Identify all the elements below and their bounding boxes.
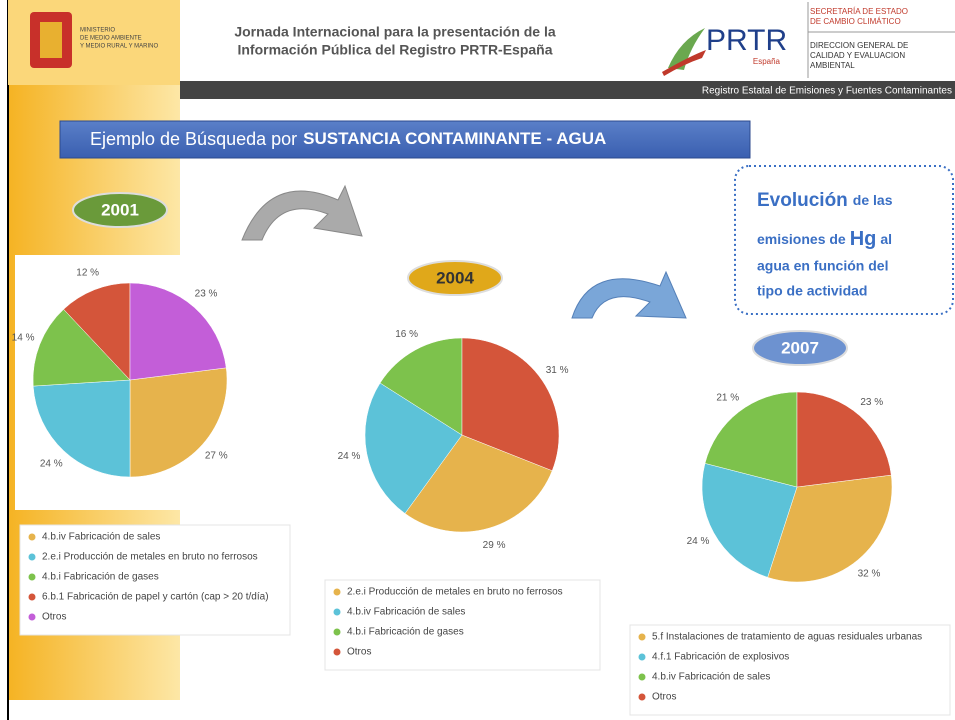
pie-slice — [32, 379, 131, 478]
legend-swatch — [638, 693, 646, 701]
slide-title-prefix: Ejemplo de Búsqueda por — [90, 129, 297, 149]
legend-label: Otros — [347, 647, 371, 658]
ministry-line: Y MEDIO RURAL Y MARINO — [80, 44, 158, 50]
legend-box — [629, 624, 951, 716]
callout-word: de las — [853, 192, 893, 208]
chart-title: 2007 — [781, 338, 819, 357]
legend-swatch — [638, 633, 646, 641]
pie-slice — [404, 434, 553, 533]
legend-label: 2.e.i Producción de metales en bruto no … — [347, 587, 563, 598]
callout-word: Hg — [850, 228, 877, 250]
slide-title-box — [59, 120, 751, 159]
callout-word: Evolución — [757, 190, 848, 211]
data-label: 23 % — [860, 397, 883, 408]
pie-slice — [364, 382, 463, 514]
legend-label: 2.e.i Producción de metales en bruto no … — [42, 552, 258, 563]
legend-label: Otros — [42, 612, 66, 623]
legend-label: 4.b.i Fabricación de gases — [347, 627, 464, 638]
data-label: 32 % — [858, 569, 881, 580]
slide-title-emphasis: SUSTANCIA CONTAMINANTE - AGUA — [303, 129, 606, 148]
legend-label: 5.f Instalaciones de tratamiento de agua… — [652, 632, 922, 643]
callout-line: emisiones de Hg al — [757, 228, 892, 250]
logo-swoosh — [662, 50, 706, 76]
header-bar — [180, 81, 955, 99]
data-label: 23 % — [195, 288, 218, 299]
legend-label: 4.b.iv Fabricación de sales — [652, 672, 770, 683]
legend-swatch — [333, 588, 341, 596]
logo: PRTR — [706, 24, 787, 57]
header-title: Información Pública del Registro PRTR-Es… — [237, 42, 552, 58]
legend-swatch — [638, 653, 646, 661]
ministry-line: DE MEDIO AMBIENTE — [80, 36, 142, 42]
legend-swatch — [28, 553, 36, 561]
data-label: 31 % — [546, 365, 569, 376]
legend-swatch — [28, 533, 36, 541]
ministry-line: MINISTERIO — [80, 28, 115, 34]
year-badge — [407, 260, 503, 296]
slide-title: Ejemplo de Búsqueda por SUSTANCIA CONTAMI… — [90, 129, 606, 149]
data-label: 24 % — [40, 458, 63, 469]
data-label: 12 % — [76, 268, 99, 279]
data-label: 29 % — [483, 540, 506, 551]
direction: AMBIENTAL — [810, 61, 855, 70]
year-badge — [752, 330, 848, 366]
legend-swatch — [28, 593, 36, 601]
legend-swatch — [638, 673, 646, 681]
pie-slice — [461, 337, 560, 472]
legend-label: 4.f.1 Fabricación de explosivos — [652, 652, 789, 663]
data-label: 27 % — [205, 451, 228, 462]
pie-slice — [129, 282, 227, 381]
legend-box — [324, 579, 601, 671]
pie-slice — [767, 474, 893, 583]
data-label: 24 % — [687, 536, 710, 547]
chart-title: 2004 — [436, 268, 474, 287]
legend-label: 6.b.1 Fabricación de papel y cartón (cap… — [42, 592, 269, 603]
data-label: 24 % — [338, 451, 361, 462]
legend-swatch — [333, 628, 341, 636]
pie-slice — [796, 391, 892, 488]
arrow — [241, 184, 363, 241]
secretary: SECRETARÍA DE ESTADO — [810, 7, 908, 16]
callout-line: tipo de actividad — [757, 283, 867, 299]
pie-slice — [63, 282, 131, 381]
data-label: 16 % — [395, 329, 418, 340]
pie-slice — [701, 463, 798, 578]
legend-label: 4.b.iv Fabricación de sales — [347, 607, 465, 618]
direction: CALIDAD Y EVALUACION — [810, 51, 905, 60]
data-label: 21 % — [716, 392, 739, 403]
logo-swoosh — [668, 28, 705, 70]
callout-word: al — [880, 231, 892, 247]
pie-slice — [129, 367, 228, 478]
header-title: Jornada Internacional para la presentaci… — [234, 24, 556, 40]
pie-slice — [379, 337, 463, 436]
legend-swatch — [28, 613, 36, 621]
secretary: DE CAMBIO CLIMÁTICO — [810, 17, 901, 26]
pie-slice — [704, 391, 798, 488]
legend-box — [19, 524, 291, 636]
year-badge — [72, 192, 168, 228]
legend-label: 4.b.i Fabricación de gases — [42, 572, 159, 583]
legend-swatch — [333, 608, 341, 616]
data-label: 14 % — [12, 332, 35, 343]
chart-title: 2001 — [101, 200, 139, 219]
logo-sub: España — [753, 57, 781, 66]
legend-swatch — [333, 648, 341, 656]
callout-line: Evolución de las — [757, 190, 893, 211]
callout-word: emisiones de — [757, 231, 846, 247]
legend-label: 4.b.iv Fabricación de sales — [42, 532, 160, 543]
header-bar-text: Registro Estatal de Emisiones y Fuentes … — [702, 86, 952, 97]
direction: DIRECCION GENERAL DE — [810, 41, 908, 50]
coat-of-arms-inner — [40, 22, 62, 58]
callout-line: agua en función del — [757, 258, 888, 274]
arrow — [571, 270, 687, 319]
legend-label: Otros — [652, 692, 676, 703]
pie-slice — [32, 308, 131, 387]
callout-box — [734, 165, 954, 315]
legend-swatch — [28, 573, 36, 581]
